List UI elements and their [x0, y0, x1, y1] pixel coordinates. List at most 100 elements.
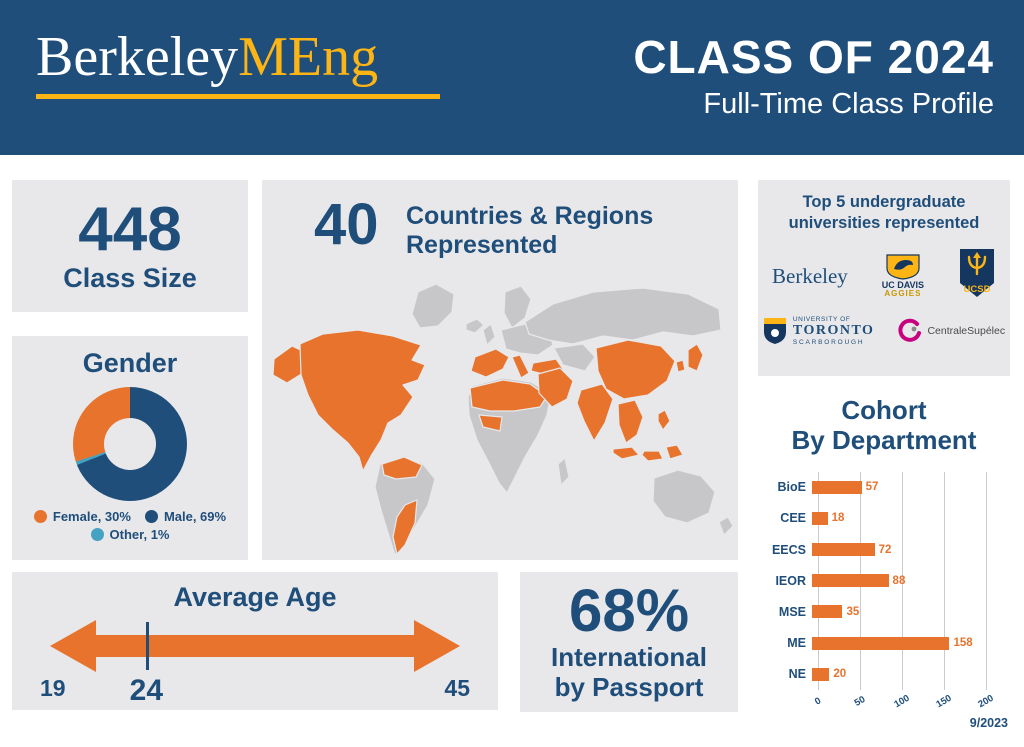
age-range-arrow: 24 — [50, 620, 460, 707]
ucdavis-sub-label: AGGIES — [884, 289, 922, 299]
age-max-label: 45 — [444, 675, 470, 701]
logo-meng-text: MEng — [238, 26, 379, 88]
countries-label: Countries & Regions Represented — [406, 202, 653, 260]
logo-underline — [36, 93, 440, 99]
toronto-logo: UNIVERSITY OF TORONTO SCARBOROUGH — [763, 316, 875, 347]
ucsd-trident-icon: UCSD — [959, 248, 994, 297]
map-west-africa — [478, 414, 503, 432]
toronto-line3: SCARBOROUGH — [792, 339, 865, 347]
countries-count: 40 — [314, 192, 379, 257]
gender-donut-chart — [73, 387, 187, 501]
toronto-line1: UNIVERSITY OF — [792, 315, 851, 323]
average-age-title: Average Age — [173, 582, 337, 612]
map-indonesia-2 — [641, 450, 664, 462]
x-axis-tick-label: 50 — [852, 693, 868, 709]
map-uk — [482, 323, 496, 346]
bar-category-label: CEE — [780, 511, 806, 526]
toronto-line2: TORONTO — [792, 323, 875, 339]
cohort-section: Cohort By Department BioE 57 CEE 18 EECS 72 IE… — [758, 390, 1010, 712]
legend-item-male: Male, 69% — [144, 509, 227, 524]
international-label: International by Passport — [551, 642, 707, 703]
map-indonesia-1 — [612, 446, 640, 460]
map-central-asia — [553, 343, 596, 372]
bar-row: ME 158 — [768, 636, 986, 650]
bar — [812, 636, 950, 650]
bar-track: 57 — [812, 480, 986, 494]
male-dot — [144, 510, 158, 523]
legend-item-other: Other, 1% — [90, 527, 169, 542]
bar-track: 158 — [812, 636, 986, 650]
bar-row: NE 20 — [768, 667, 986, 681]
legend-label-female: Female, 30% — [52, 509, 131, 524]
bar-value-label: 158 — [953, 637, 973, 650]
gender-panel: Gender Female, 30% Male, 69% Other, 1% — [12, 336, 248, 560]
cohort-title: Cohort By Department — [758, 390, 1010, 456]
map-new-zealand — [718, 516, 734, 536]
bar-value-label: 72 — [878, 543, 892, 556]
bar-track: 72 — [812, 543, 986, 557]
international-panel: 68% International by Passport — [520, 572, 738, 712]
universities-title: Top 5 undergraduate universities represe… — [758, 180, 1010, 235]
logo-berkeley-text: Berkeley — [36, 26, 239, 88]
ucdavis-label: UC DAVIS — [881, 279, 925, 290]
legend-label-male: Male, 69% — [163, 509, 227, 524]
universities-row-1: Berkeley UC DAVIS AGGIES — [758, 235, 1010, 306]
bar-value-label: 20 — [833, 668, 847, 681]
map-south-america-north — [381, 456, 423, 480]
cohort-title-line1: Cohort — [841, 395, 927, 425]
universities-panel: Top 5 undergraduate universities represe… — [758, 180, 1010, 376]
map-north-africa — [469, 379, 548, 412]
map-iceland — [465, 318, 485, 334]
countries-panel: 40 Countries & Regions Represented — [262, 180, 738, 560]
female-dot — [33, 510, 47, 523]
arrow-right-head-icon — [414, 620, 460, 672]
toronto-text: UNIVERSITY OF TORONTO SCARBOROUGH — [793, 316, 875, 347]
bar-track: 35 — [812, 605, 986, 619]
class-of-title: CLASS OF 2024 — [633, 31, 994, 83]
gender-legend: Female, 30% Male, 69% Other, 1% — [12, 509, 248, 542]
map-australia — [652, 469, 716, 524]
gridline — [986, 471, 987, 690]
berkeley-logo: Berkeley — [772, 263, 848, 288]
bar-category-label: EECS — [771, 542, 806, 557]
legend-item-female: Female, 30% — [33, 509, 131, 524]
centralesupelec-label: CentraleSupélec — [927, 325, 1006, 338]
gender-title: Gender — [82, 348, 178, 378]
bar-value-label: 88 — [892, 574, 906, 587]
universities-title-line2: universities represented — [788, 214, 980, 233]
centralesupelec-logo: CentraleSupélec — [896, 318, 1005, 344]
map-china — [595, 339, 676, 400]
cohort-bar-chart: BioE 57 CEE 18 EECS 72 IEOR 88 MSE 35 ME 158 NE 20 0 5… — [768, 471, 1000, 716]
bar-category-label: BioE — [777, 480, 806, 495]
berkeley-meng-logo: BerkeleyMEng — [36, 28, 440, 99]
class-size-label: Class Size — [63, 262, 197, 293]
class-profile-subtitle: Full-Time Class Profile — [703, 88, 994, 120]
bar — [812, 511, 828, 525]
international-value: 68% — [568, 577, 690, 645]
average-age-tick — [146, 622, 150, 670]
centralesupelec-mark-icon — [898, 319, 922, 343]
bar — [812, 480, 862, 494]
bar — [812, 543, 875, 557]
x-axis-tick-label: 100 — [892, 692, 912, 711]
bar — [812, 605, 843, 619]
x-axis-tick-label: 150 — [934, 692, 954, 711]
map-southern-cone — [392, 499, 418, 555]
bar-row: MSE 35 — [768, 605, 986, 619]
ucdavis-logo: UC DAVIS AGGIES — [881, 253, 925, 300]
map-indonesia-3 — [665, 444, 684, 460]
map-india — [576, 383, 614, 442]
legend-row: Other, 1% — [12, 527, 248, 542]
x-axis-tick-label: 200 — [976, 692, 996, 711]
ucsd-label: UCSD — [964, 284, 991, 295]
cohort-rows: BioE 57 CEE 18 EECS 72 IEOR 88 MSE 35 ME 158 NE 20 — [768, 472, 986, 690]
bar-value-label: 35 — [846, 605, 860, 618]
world-map — [272, 283, 734, 556]
header-banner: BerkeleyMEng CLASS OF 2024 Full-Time Cla… — [0, 0, 1024, 155]
footer-date: 9/2023 — [969, 716, 1008, 730]
bar-category-label: NE — [788, 667, 806, 682]
map-korea — [675, 359, 686, 373]
cohort-xaxis: 0 50 100 150 200 — [813, 692, 996, 714]
arrow-bar — [96, 635, 414, 657]
